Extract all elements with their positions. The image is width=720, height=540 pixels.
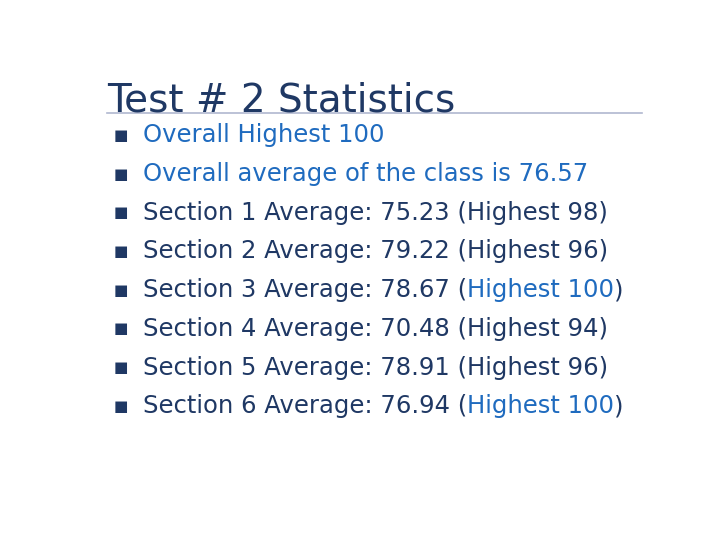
Text: ■: ■: [114, 244, 128, 259]
Text: Section 3 Average: 78.67 (: Section 3 Average: 78.67 (: [143, 278, 467, 302]
Text: Highest 100: Highest 100: [467, 278, 614, 302]
Text: Section 4 Average: 70.48 (Highest 94): Section 4 Average: 70.48 (Highest 94): [143, 317, 608, 341]
Text: Section 6 Average: 76.94 (: Section 6 Average: 76.94 (: [143, 394, 467, 418]
Text: ■: ■: [114, 128, 128, 143]
Text: ■: ■: [114, 360, 128, 375]
Text: Section 1 Average: 75.23 (Highest 98): Section 1 Average: 75.23 (Highest 98): [143, 201, 608, 225]
Text: Section 2 Average: 79.22 (Highest 96): Section 2 Average: 79.22 (Highest 96): [143, 240, 608, 264]
Text: ): ): [614, 394, 624, 418]
Text: ■: ■: [114, 282, 128, 298]
Text: ■: ■: [114, 321, 128, 336]
Text: ■: ■: [114, 167, 128, 181]
Text: Overall Highest 100: Overall Highest 100: [143, 124, 384, 147]
Text: ): ): [614, 278, 624, 302]
Text: Overall average of the class is 76.57: Overall average of the class is 76.57: [143, 162, 588, 186]
Text: ■: ■: [114, 399, 128, 414]
Text: ■: ■: [114, 205, 128, 220]
Text: Test # 2 Statistics: Test # 2 Statistics: [107, 82, 455, 119]
Text: Highest 100: Highest 100: [467, 394, 614, 418]
Text: Section 5 Average: 78.91 (Highest 96): Section 5 Average: 78.91 (Highest 96): [143, 355, 608, 380]
